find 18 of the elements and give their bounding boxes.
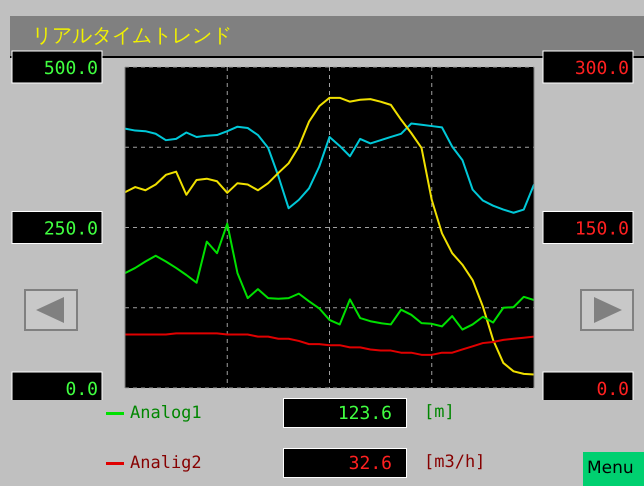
y-tick-label: 250.0	[44, 218, 98, 240]
text: 32.6	[283, 448, 407, 478]
y2-tick-label: 150.0	[574, 218, 629, 240]
text: Menu	[583, 452, 644, 486]
y-tick-label: 500.0	[44, 58, 98, 79]
legend-label: Analig2	[130, 453, 202, 473]
chart-title: リアルタイムトレンド	[32, 22, 232, 49]
y-tick-label: 0.0	[65, 379, 98, 400]
text: [m3/h]	[424, 452, 486, 472]
y2-tick-label: 0.0	[596, 379, 629, 400]
text: [m]	[424, 402, 455, 422]
line-series	[125, 222, 534, 331]
line-series	[125, 332, 534, 356]
line-series	[125, 122, 534, 214]
y2-tick-label: 300.0	[574, 58, 629, 79]
text: 123.6	[283, 398, 407, 428]
legend-label: Analog1	[130, 403, 202, 423]
line-series	[125, 96, 534, 376]
